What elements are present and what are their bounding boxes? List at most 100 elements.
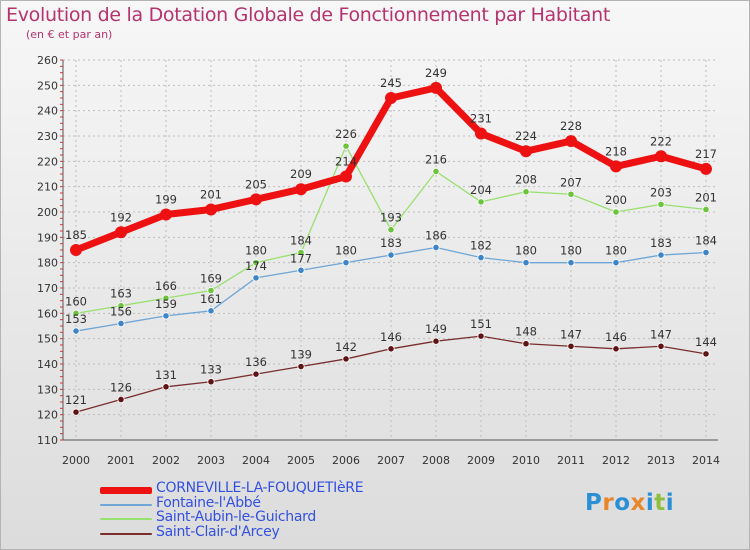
series-3-point [72, 408, 80, 416]
series-3-point [252, 370, 260, 378]
data-label: 217 [695, 147, 717, 161]
y-tick-label: 220 [37, 155, 58, 168]
series-1-point [207, 307, 215, 315]
x-tick-label: 2006 [332, 454, 360, 467]
series-1-point [477, 254, 485, 262]
x-tick-label: 2000 [62, 454, 90, 467]
series-0-point [70, 244, 82, 256]
x-tick-label: 2004 [242, 454, 270, 467]
data-label: 169 [200, 272, 222, 286]
x-tick-label: 2013 [647, 454, 675, 467]
x-tick-label: 2011 [557, 454, 585, 467]
data-label: 245 [380, 76, 402, 90]
series-2-point [702, 205, 710, 214]
data-label: 228 [560, 119, 582, 133]
data-label: 142 [335, 340, 357, 354]
data-label: 209 [290, 167, 312, 181]
data-label: 192 [110, 210, 132, 224]
y-tick-label: 150 [37, 333, 58, 346]
data-labels: 185 192 199 201 205 209 214 245 249 231 224 228 218 2… [65, 66, 717, 407]
proxiti-logo: Proxiti [585, 490, 674, 516]
series-3-point [207, 378, 215, 386]
x-tick-label: 2014 [692, 454, 720, 467]
data-label: 163 [110, 287, 132, 301]
data-label: 218 [605, 144, 627, 158]
data-label: 139 [290, 348, 312, 362]
series-2-point [432, 167, 440, 176]
legend-swatch [100, 503, 152, 506]
series-0-point [340, 170, 352, 183]
series-0-point [160, 208, 172, 221]
series-0-point [430, 81, 442, 94]
data-label: 144 [695, 335, 717, 349]
data-label: 148 [515, 325, 537, 339]
series-3-point [567, 342, 575, 350]
series-1-point [387, 251, 395, 259]
series-2-point [117, 302, 125, 310]
series-0-point [475, 127, 487, 140]
x-tick-label: 2007 [377, 454, 405, 467]
series-3-point [162, 383, 170, 391]
series-2-point [477, 198, 485, 206]
x-tick-label: 2010 [512, 454, 540, 467]
series-2-point [72, 309, 80, 317]
y-tick-label: 110 [37, 434, 58, 447]
series-2-point [612, 208, 620, 216]
y-tick-label: 210 [37, 181, 58, 194]
data-label: 182 [470, 239, 492, 253]
series-3-point [432, 337, 440, 345]
data-label: 180 [245, 244, 267, 258]
data-label: 207 [560, 175, 582, 189]
series-1-point [657, 251, 665, 259]
series-0-point [385, 92, 397, 104]
series-2-point [522, 188, 530, 196]
data-label: 183 [380, 236, 402, 250]
series-3-point [117, 395, 125, 404]
x-tick-label: 2005 [287, 454, 315, 467]
logo-letter: P [585, 490, 603, 516]
legend-label: Saint-Aubin-le-Guichard [156, 509, 316, 525]
y-tick-label: 200 [37, 206, 58, 219]
x-tick-label: 2008 [422, 454, 450, 467]
data-label: 249 [425, 66, 447, 80]
legend-label: CORNEVILLE-LA-FOUQUETIèRE [156, 480, 364, 496]
series-2-point [297, 248, 305, 257]
data-label: 214 [335, 155, 357, 169]
series-0-point [610, 160, 622, 173]
data-label: 153 [65, 312, 87, 326]
data-label: 156 [110, 304, 132, 318]
series-2-point [567, 190, 575, 198]
series-0-point [565, 135, 577, 148]
series-0-point [655, 150, 667, 163]
data-label: 166 [155, 279, 177, 293]
chart-subtitle: (en € et par an) [26, 28, 113, 41]
series-1-point [72, 327, 80, 335]
legend-label: Saint-Clair-d'Arcey [156, 523, 280, 540]
series-3-point [477, 332, 485, 340]
y-tick-label: 250 [37, 79, 58, 92]
data-label: 185 [65, 228, 87, 242]
data-label: 201 [200, 187, 222, 201]
legend-swatch [100, 518, 152, 520]
data-label: 133 [200, 363, 222, 377]
data-label: 184 [290, 234, 312, 248]
logo-letter: t [654, 490, 666, 516]
y-tick-label: 180 [37, 257, 58, 270]
series-1-point [612, 259, 620, 267]
series-2-point [342, 142, 350, 150]
legend-swatch [100, 532, 152, 535]
series-0-point [700, 162, 712, 175]
data-label: 160 [65, 294, 87, 308]
data-label: 216 [425, 152, 447, 166]
series-1-point [702, 248, 710, 257]
data-label: 180 [560, 244, 582, 258]
axes: 110 120 130 140 150 160 170 180 190 200 210 220 230 2… [37, 54, 720, 467]
series-3-point [612, 345, 620, 353]
logo-letter: r [602, 490, 615, 516]
series-2-point [252, 259, 260, 267]
data-label: 204 [470, 183, 492, 197]
data-label: 208 [515, 173, 537, 187]
y-tick-label: 130 [37, 383, 58, 396]
data-label: 199 [155, 193, 177, 207]
